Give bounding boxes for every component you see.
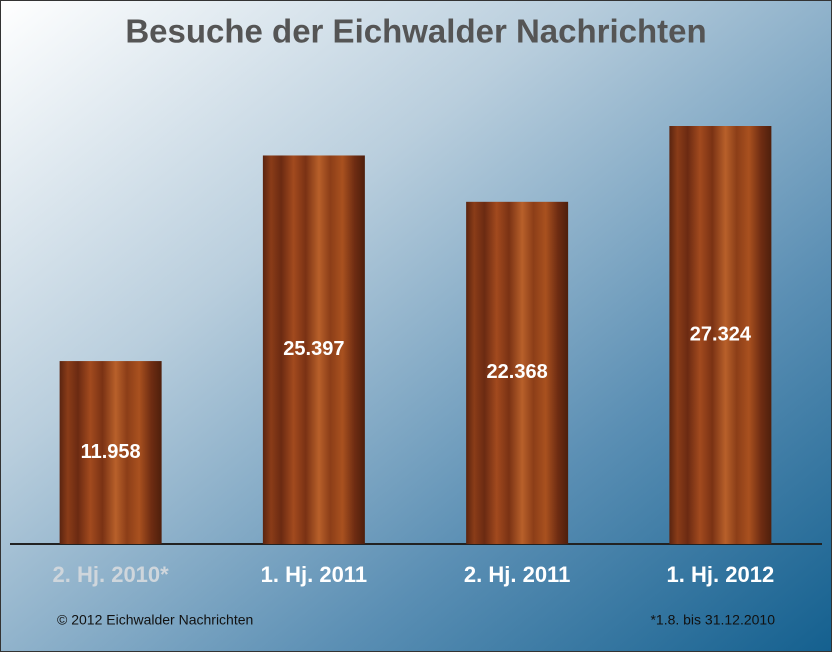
value-label: 25.397 <box>283 338 344 360</box>
bar <box>59 361 162 544</box>
bar <box>262 155 365 544</box>
x-tick-label: 1. Hj. 2012 <box>667 562 775 587</box>
chart-title: Besuche der Eichwalder Nachrichten <box>125 13 706 50</box>
footnote: *1.8. bis 31.12.2010 <box>650 612 775 628</box>
x-tick-label: 2. Hj. 2011 <box>464 562 570 587</box>
x-tick-label: 2. Hj. 2010* <box>53 562 170 587</box>
value-label: 11.958 <box>81 441 141 463</box>
bar <box>466 201 569 545</box>
copyright: © 2012 Eichwalder Nachrichten <box>57 612 253 628</box>
value-label: 27.324 <box>690 323 752 345</box>
bar <box>669 126 772 544</box>
x-tick-label: 1. Hj. 2011 <box>261 562 367 587</box>
value-label: 22.368 <box>487 361 548 383</box>
